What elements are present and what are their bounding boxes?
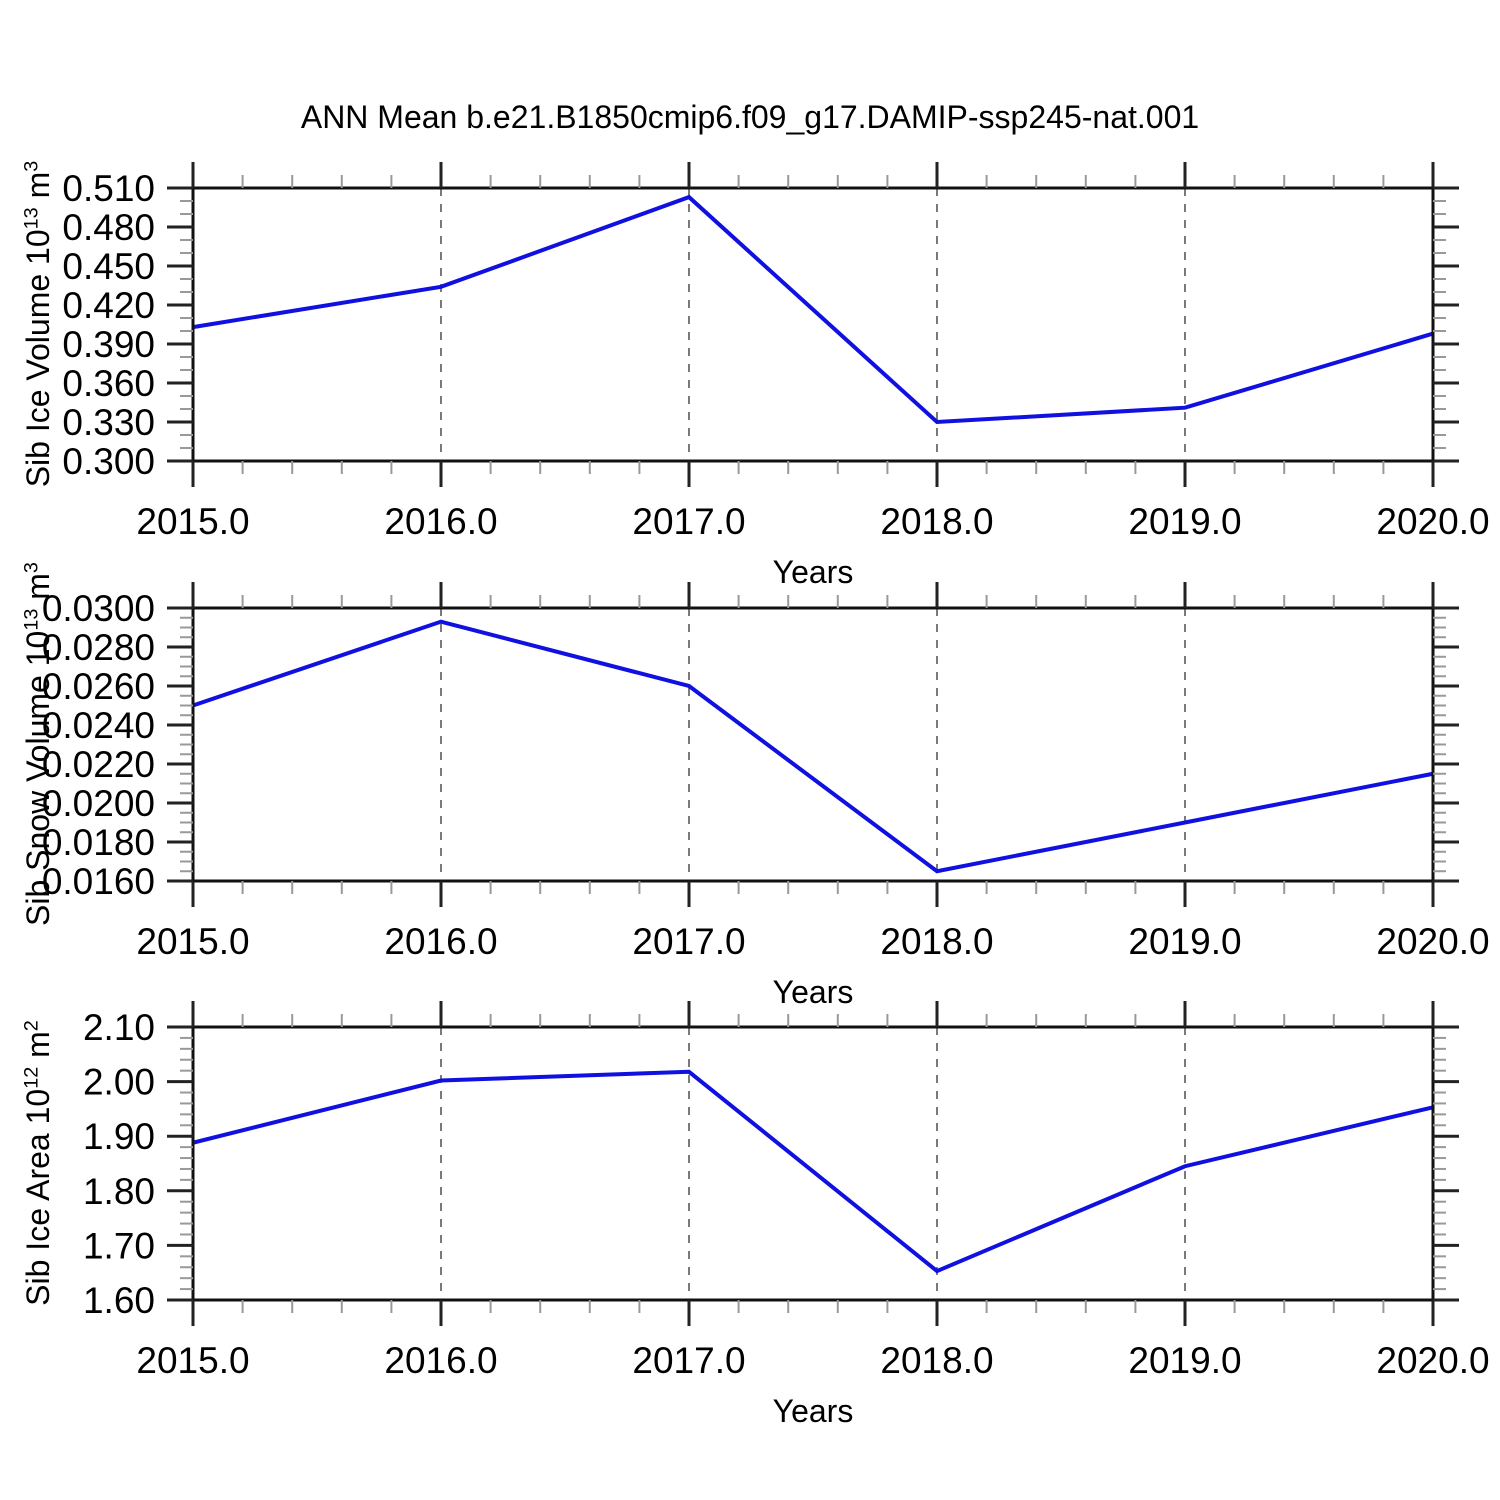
x-tick-label: 2015.0 xyxy=(136,501,249,542)
y-tick-label: 0.0180 xyxy=(42,822,155,863)
chart-title: ANN Mean b.e21.B1850cmip6.f09_g17.DAMIP-… xyxy=(300,99,1200,135)
y-tick-label: 1.80 xyxy=(83,1171,155,1212)
y-tick-label: 0.510 xyxy=(62,168,155,209)
y-axis-title-exponent: 13 xyxy=(20,608,43,631)
x-tick-label: 2019.0 xyxy=(1128,1340,1241,1381)
y-tick-label: 1.70 xyxy=(83,1225,155,1266)
axes-frame xyxy=(191,606,1435,883)
y-tick-label: 0.420 xyxy=(62,285,155,326)
y-axis-title-exponent: 13 xyxy=(20,207,43,230)
y-tick-label: 0.450 xyxy=(62,246,155,287)
x-tick-label: 2018.0 xyxy=(880,1340,993,1381)
y-axis-title-text: Sib Snow Volume 10 xyxy=(20,630,56,926)
x-tick-label: 2015.0 xyxy=(136,921,249,962)
x-tick-label: 2016.0 xyxy=(384,1340,497,1381)
y-tick-label: 2.10 xyxy=(83,1007,155,1048)
x-tick-label: 2016.0 xyxy=(384,501,497,542)
series-line-sib-snow-volume xyxy=(192,619,1434,874)
y-axis-title-sib-ice-area: Sib Ice Area 1012 m2 xyxy=(20,1020,56,1306)
y-tick-label: 0.360 xyxy=(62,363,155,404)
y-tick-label: 0.0200 xyxy=(42,783,155,824)
x-tick-label: 2016.0 xyxy=(384,921,497,962)
y-tick-label: 2.00 xyxy=(83,1062,155,1103)
series-line-sib-ice-area xyxy=(192,1069,1434,1274)
x-tick-label: 2017.0 xyxy=(632,501,745,542)
y-axis-title-unit: m xyxy=(20,171,56,208)
panel-sib-ice-area: 2015.0 2016.0 2017.0 2018.0 2019.0 2020.0 1.60… xyxy=(83,1001,1490,1429)
axes-frame xyxy=(191,186,1435,463)
y-tick-label: 1.60 xyxy=(83,1280,155,1321)
y-axis-title-sib-ice-volume: Sib Ice Volume 1013 m3 xyxy=(20,160,56,488)
y-axis-title-text: Sib Ice Volume 10 xyxy=(20,229,56,488)
y-tick-label: 0.0280 xyxy=(42,627,155,668)
y-tick-label: 1.90 xyxy=(83,1116,155,1157)
y-tick-label: 0.0300 xyxy=(42,588,155,629)
x-axis-title: Years xyxy=(773,1393,854,1429)
series-line-sib-ice-volume xyxy=(192,194,1434,425)
y-tick-label: 0.0240 xyxy=(42,705,155,746)
x-tick-label: 2020.0 xyxy=(1376,921,1489,962)
x-tick-label: 2017.0 xyxy=(632,1340,745,1381)
y-tick-label: 0.330 xyxy=(62,402,155,443)
x-tick-label: 2019.0 xyxy=(1128,921,1241,962)
y-tick-label: 0.0160 xyxy=(42,861,155,902)
y-tick-label: 0.0260 xyxy=(42,666,155,707)
y-axis-title-unit-exponent: 3 xyxy=(20,160,43,172)
y-tick-label: 0.0220 xyxy=(42,744,155,785)
y-tick-label: 0.300 xyxy=(62,441,155,482)
y-tick-label: 0.480 xyxy=(62,207,155,248)
x-axis-title: Years xyxy=(773,554,854,590)
y-axis-title-text: Sib Ice Area 10 xyxy=(20,1088,56,1306)
y-axis-title-unit: m xyxy=(20,573,56,609)
y-axis-title-unit: m xyxy=(20,1031,56,1067)
y-axis-title-exponent: 12 xyxy=(20,1066,43,1089)
axes-frame xyxy=(191,1025,1435,1302)
x-tick-label: 2017.0 xyxy=(632,921,745,962)
x-tick-label: 2019.0 xyxy=(1128,501,1241,542)
x-tick-label: 2020.0 xyxy=(1376,501,1489,542)
x-tick-label: 2015.0 xyxy=(136,1340,249,1381)
y-axis-title-sib-snow-volume: Sib Snow Volume 1013 m3 xyxy=(20,562,56,926)
panel-sib-ice-volume: 2015.0 2016.0 2017.0 2018.0 2019.0 2020.0 0.30… xyxy=(62,162,1490,590)
y-axis-title-unit-exponent: 2 xyxy=(20,1020,43,1032)
x-axis-title: Years xyxy=(773,974,854,1010)
y-tick-label: 0.390 xyxy=(62,324,155,365)
x-tick-label: 2020.0 xyxy=(1376,1340,1489,1381)
x-tick-label: 2018.0 xyxy=(880,921,993,962)
x-tick-label: 2018.0 xyxy=(880,501,993,542)
y-axis-title-unit-exponent: 3 xyxy=(20,562,43,574)
panel-sib-snow-volume: 2015.0 2016.0 2017.0 2018.0 2019.0 2020.0 0.01… xyxy=(42,582,1490,1010)
